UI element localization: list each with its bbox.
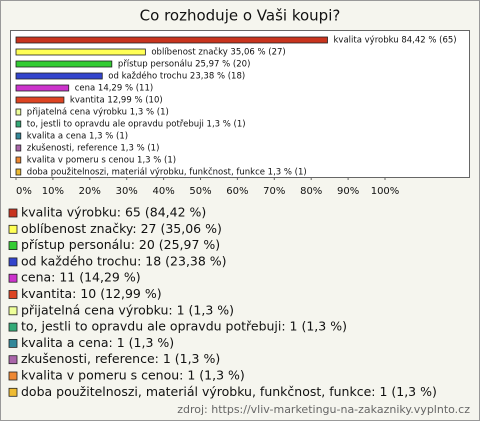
- data-label: to, jestli to opravdu ale opravdu potřeb…: [27, 120, 246, 130]
- bar: [15, 144, 22, 152]
- legend-label: oblíbenost značky: 27 (35,06 %): [21, 221, 222, 236]
- data-label: přijatelná cena výrobku 1,3 % (1): [27, 108, 169, 118]
- legend-label: kvalita a cena: 1 (1,3 %): [21, 335, 174, 350]
- x-tick-label: 30%: [116, 186, 138, 197]
- legend-swatch: [8, 371, 18, 381]
- bar: [15, 72, 103, 80]
- bar: [15, 156, 22, 164]
- legend-swatch: [8, 387, 18, 397]
- x-tick-label: 20%: [79, 186, 101, 197]
- data-label: přístup personálu 25,97 % (20): [118, 60, 251, 70]
- legend-swatch: [8, 338, 18, 348]
- legend-label: zkušenosti, reference: 1 (1,3 %): [21, 351, 220, 366]
- bar: [15, 36, 328, 44]
- legend-swatch: [8, 208, 18, 218]
- data-label: kvalita a cena 1,3 % (1): [27, 132, 128, 142]
- x-tick-label: 50%: [189, 186, 211, 197]
- bar: [15, 168, 22, 176]
- legend-swatch: [8, 241, 18, 251]
- legend-label: doba použitelnoszi, materiál výrobku, fu…: [21, 384, 437, 399]
- x-tick-label: 90%: [337, 186, 359, 197]
- x-tick-label: 80%: [300, 186, 322, 197]
- legend-label: cena: 11 (14,29 %): [21, 270, 141, 285]
- source: zdroj: https://vliv-marketingu-na-zakazn…: [177, 403, 470, 416]
- x-tick-label: 10%: [42, 186, 64, 197]
- legend-label: to, jestli to opravdu ale opravdu potřeb…: [21, 319, 347, 334]
- x-tick-label: 60%: [226, 186, 248, 197]
- data-label: zkušenosti, reference 1,3 % (1): [27, 143, 160, 154]
- legend-label: od každého trochu: 18 (23,38 %): [21, 253, 227, 268]
- data-label: oblíbenost značky 35,06 % (27): [151, 47, 285, 58]
- data-label: cena 14,29 % (11): [75, 84, 153, 94]
- x-tick-label: 70%: [263, 186, 285, 197]
- legend-swatch: [8, 273, 18, 283]
- legend-swatch: [8, 322, 18, 332]
- bar: [15, 48, 146, 56]
- bar: [15, 120, 22, 128]
- legend-label: přijatelná cena výrobku: 1 (1,3 %): [21, 302, 234, 317]
- legend-label: přístup personálu: 20 (25,97 %): [21, 237, 220, 252]
- legend-label: kvalita výrobku: 65 (84,42 %): [21, 205, 206, 220]
- bar: [15, 96, 65, 104]
- legend-label: kvantita: 10 (12,99 %): [21, 286, 162, 301]
- bar: [15, 108, 22, 116]
- data-label: doba použitelnoszi, materiál výrobku, fu…: [27, 167, 307, 178]
- data-label: kvantita 12,99 % (10): [70, 96, 163, 106]
- legend-swatch: [8, 290, 18, 299]
- legend-label: kvalita v pomeru s cenou: 1 (1,3 %): [21, 368, 245, 383]
- bar: [15, 132, 22, 140]
- chart-title: Co rozhoduje o Vaši koupi?: [140, 7, 341, 25]
- data-label: kvalita výrobku 84,42 % (65): [334, 36, 457, 46]
- data-label: kvalita v pomeru s cenou 1,3 % (1): [27, 156, 176, 166]
- legend-swatch: [8, 355, 18, 365]
- bar: [15, 84, 70, 92]
- legend-swatch: [8, 224, 18, 234]
- x-tick-label: 100%: [371, 186, 400, 197]
- legend-swatch: [8, 306, 18, 316]
- data-label: od každého trochu 23,38 % (18): [108, 71, 245, 82]
- legend-swatch: [8, 257, 18, 267]
- x-tick-label: 0%: [16, 186, 32, 197]
- x-tick-label: 40%: [152, 186, 174, 197]
- bar: [15, 60, 113, 68]
